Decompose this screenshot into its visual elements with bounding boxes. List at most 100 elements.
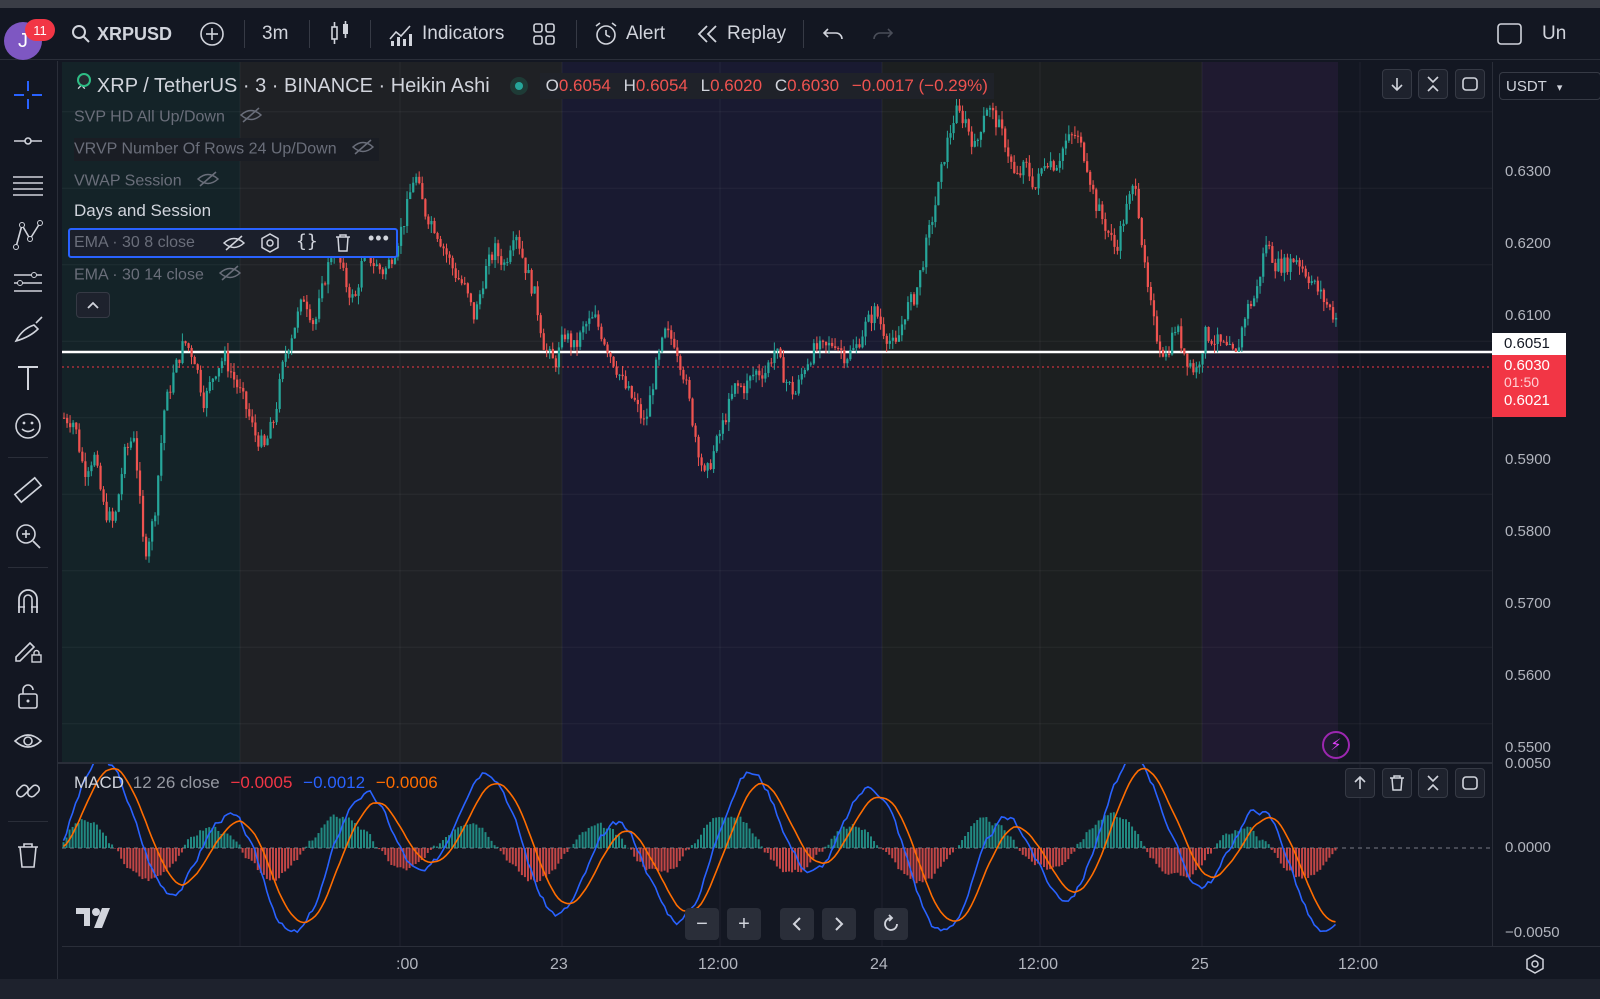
candle-body bbox=[460, 279, 463, 284]
price-scale[interactable]: USDT ▾ 0.6300 0.6200 0.6100 0.5900 0.5800… bbox=[1492, 62, 1600, 946]
histogram-bar bbox=[499, 848, 502, 852]
maximize-pane-button[interactable] bbox=[1455, 69, 1485, 99]
delete-icon[interactable] bbox=[334, 233, 352, 258]
pattern-tool[interactable] bbox=[6, 215, 50, 255]
candle-body bbox=[172, 372, 175, 393]
trend-line-tool[interactable] bbox=[6, 121, 50, 161]
candle-body bbox=[709, 463, 712, 470]
main-chart-pane[interactable] bbox=[62, 62, 1492, 762]
histogram-bar bbox=[985, 817, 988, 848]
legend-title[interactable]: XRP / TetherUS · 3 · BINANCE · Heikin As… bbox=[96, 74, 490, 97]
candle-body bbox=[208, 381, 211, 391]
redo-button[interactable] bbox=[870, 8, 894, 60]
histogram-bar bbox=[1188, 848, 1191, 878]
candle-body bbox=[1168, 353, 1171, 355]
candle-body bbox=[557, 347, 561, 368]
histogram-bar bbox=[642, 848, 645, 867]
indicator-row[interactable]: Days and Session bbox=[74, 201, 211, 221]
ohlc-values: O0.6054 H0.6054 L0.6020 C0.6030 −0.0017 … bbox=[539, 73, 994, 99]
collapse-legend-button[interactable] bbox=[76, 292, 110, 318]
move-pane-down-button[interactable] bbox=[1382, 69, 1412, 99]
delete-pane-button[interactable] bbox=[1382, 768, 1412, 798]
text-tool[interactable] bbox=[6, 358, 50, 398]
brush-tool[interactable] bbox=[6, 311, 50, 351]
indicator-row[interactable]: SVP HD All Up/Down bbox=[74, 106, 263, 129]
templates-button[interactable] bbox=[532, 8, 556, 60]
settings-icon[interactable] bbox=[260, 233, 280, 258]
candle-body bbox=[1286, 257, 1289, 272]
candle-body bbox=[251, 416, 254, 423]
candle-body bbox=[466, 283, 469, 294]
alert-button[interactable]: Alert bbox=[592, 8, 665, 60]
fib-tool[interactable] bbox=[6, 167, 50, 207]
candle-body bbox=[615, 366, 618, 375]
macd-chart[interactable] bbox=[62, 764, 1492, 946]
macd-pane[interactable] bbox=[62, 764, 1492, 946]
time-scale[interactable]: :00 23 12:00 24 12:00 25 12:00 bbox=[62, 946, 1600, 979]
price-chart[interactable] bbox=[62, 62, 1492, 762]
replay-button[interactable]: Replay bbox=[695, 8, 786, 60]
eye-off-icon[interactable] bbox=[222, 234, 246, 257]
eye-off-icon[interactable] bbox=[196, 170, 220, 193]
scroll-left-button[interactable] bbox=[780, 908, 814, 940]
indicator-row[interactable]: VRVP Number Of Rows 24 Up/Down bbox=[74, 138, 380, 161]
layout-name[interactable]: Un bbox=[1542, 8, 1566, 60]
chart-type-button[interactable] bbox=[327, 8, 353, 60]
crosshair-tool[interactable] bbox=[6, 75, 50, 115]
pane-separator[interactable] bbox=[58, 762, 1600, 764]
indicator-row[interactable]: VWAP Session bbox=[74, 170, 220, 193]
hide-drawings-tool[interactable] bbox=[6, 722, 50, 762]
candle-body bbox=[202, 392, 205, 409]
tradingview-logo[interactable] bbox=[76, 906, 118, 935]
eye-off-icon[interactable] bbox=[351, 138, 375, 161]
histogram-bar bbox=[976, 820, 979, 848]
histogram-bar bbox=[220, 833, 223, 848]
indicator-row-selected[interactable]: EMA · 30 8 close {} ••• bbox=[68, 228, 398, 258]
candle-body bbox=[1322, 289, 1326, 303]
eye-off-icon[interactable] bbox=[218, 264, 242, 287]
candle-body bbox=[1171, 332, 1174, 355]
currency-selector[interactable]: USDT ▾ bbox=[1499, 72, 1600, 100]
histogram-bar bbox=[1118, 817, 1121, 848]
candle-body bbox=[299, 299, 303, 312]
histogram-bar bbox=[554, 848, 557, 870]
measure-tool[interactable] bbox=[6, 470, 50, 510]
magnet-tool[interactable] bbox=[6, 581, 50, 621]
indicators-button[interactable]: Indicators bbox=[388, 8, 504, 60]
histogram-bar bbox=[1052, 848, 1055, 868]
lock-drawings-tool[interactable] bbox=[6, 629, 50, 669]
scroll-right-button[interactable] bbox=[822, 908, 856, 940]
source-code-icon[interactable]: {} bbox=[296, 231, 318, 252]
reset-chart-button[interactable] bbox=[874, 908, 908, 940]
collapse-pane-button[interactable] bbox=[1418, 69, 1448, 99]
zoom-out-button[interactable]: − bbox=[685, 908, 719, 940]
histogram-bar bbox=[1033, 848, 1036, 866]
maximize-pane-button[interactable] bbox=[1455, 768, 1485, 798]
lightning-icon[interactable]: ⚡ bbox=[1322, 731, 1350, 759]
histogram-bar bbox=[514, 848, 517, 867]
interval-button[interactable]: 3m bbox=[262, 8, 288, 60]
move-pane-up-button[interactable] bbox=[1345, 768, 1375, 798]
collapse-pane-button[interactable] bbox=[1418, 768, 1448, 798]
undo-button[interactable] bbox=[822, 8, 846, 60]
candle-body bbox=[1025, 161, 1028, 163]
zoom-in-button[interactable]: + bbox=[727, 908, 761, 940]
macd-title[interactable]: MACD bbox=[74, 773, 125, 792]
layout-button[interactable] bbox=[1496, 8, 1524, 60]
forecast-tool[interactable] bbox=[6, 263, 50, 303]
eye-off-icon[interactable] bbox=[239, 106, 263, 129]
emoji-tool[interactable] bbox=[6, 406, 50, 446]
more-icon[interactable]: ••• bbox=[368, 228, 390, 248]
zoom-tool[interactable] bbox=[6, 516, 50, 556]
symbol-search-button[interactable]: XRPUSD bbox=[70, 8, 172, 60]
histogram-bar bbox=[505, 848, 508, 861]
compare-add-button[interactable] bbox=[198, 8, 226, 60]
candle-body bbox=[190, 347, 193, 357]
candle-body bbox=[1280, 258, 1283, 273]
lock-all-tool[interactable] bbox=[6, 676, 50, 716]
indicator-row[interactable]: EMA · 30 14 close bbox=[74, 264, 242, 287]
gear-icon[interactable] bbox=[1524, 953, 1546, 980]
candle-body bbox=[138, 470, 142, 496]
sync-drawings-tool[interactable] bbox=[6, 771, 50, 811]
remove-drawings-tool[interactable] bbox=[6, 835, 50, 875]
